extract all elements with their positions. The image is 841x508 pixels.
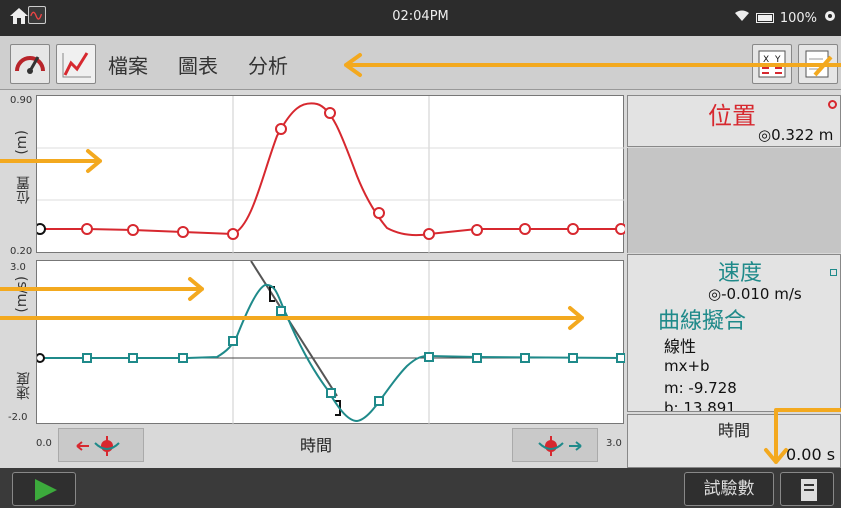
top-ymax: 0.90 — [10, 95, 33, 106]
position-meter-title: 位置 — [708, 102, 756, 130]
linear-fit-line — [250, 260, 338, 397]
bottom-ymin: -2.0 — [8, 412, 28, 423]
graph-icon — [62, 52, 91, 78]
arrow-curve-fit — [0, 306, 584, 330]
velocity-curve — [37, 283, 626, 423]
velocity-marker-icon — [830, 269, 837, 276]
bottom-ymax: 3.0 — [10, 262, 26, 273]
position-markers — [34, 107, 627, 240]
velocity-meter[interactable]: 速度 ◎-0.010 m/s 曲線擬合 線性 mx+b m: -9.728 b:… — [627, 254, 841, 412]
scroll-left-button[interactable] — [58, 428, 144, 462]
menu-file[interactable]: 檔案 — [108, 54, 148, 78]
svg-text:X: X — [763, 55, 769, 65]
x-min: 0.0 — [36, 438, 52, 449]
experiments-button[interactable]: 試驗數 — [684, 472, 774, 506]
play-icon — [35, 479, 57, 501]
meter-button[interactable] — [10, 44, 50, 84]
velocity-plot — [35, 260, 626, 425]
curve-fit-m: m: -9.728 — [664, 379, 737, 397]
clock: 02:04PM — [392, 9, 449, 24]
arrow-toolbar — [344, 53, 841, 77]
velocity-meter-value: ◎-0.010 m/s — [708, 285, 802, 303]
gear-icon[interactable] — [823, 9, 837, 27]
status-bar: 02:04PM 100% — [0, 0, 841, 36]
meter-icon — [15, 56, 45, 74]
arrow-position-graph — [0, 149, 102, 173]
curve-fit-equation: mx+b — [664, 357, 710, 375]
velocity-meter-title: 速度 — [718, 261, 763, 286]
menu-analyze[interactable]: 分析 — [248, 54, 288, 78]
battery-level: 100% — [779, 10, 817, 26]
wave-icon[interactable] — [28, 6, 46, 24]
time-meter-value: 0.00 s — [786, 445, 836, 464]
menu-graph[interactable]: 圖表 — [178, 54, 218, 78]
curve-fit-b-clip: b: 13.891 — [628, 401, 840, 411]
position-plot — [34, 96, 627, 254]
arrow-time-meter — [764, 408, 841, 464]
collect-button[interactable] — [12, 472, 76, 506]
x-axis-label: 時間 — [300, 436, 333, 455]
svg-text:Y: Y — [774, 55, 781, 65]
wifi-icon — [734, 10, 750, 26]
graph-button[interactable] — [56, 44, 96, 84]
status-right: 100% — [734, 9, 837, 27]
time-meter[interactable]: 時間 0.00 s — [627, 414, 841, 468]
curve-fit-title: 曲線擬合 — [658, 309, 747, 334]
curve-fit-b: b: 13.891 — [664, 401, 736, 411]
scroll-right-button[interactable] — [512, 428, 598, 462]
data-set-icon — [801, 479, 817, 501]
scroll-right-icon — [538, 436, 582, 456]
velocity-markers — [35, 306, 626, 406]
x-max: 3.0 — [606, 438, 622, 449]
data-set-button[interactable] — [780, 472, 834, 506]
position-meter[interactable]: 位置 ◎0.322 m — [627, 95, 841, 147]
arrow-velocity-graph — [0, 277, 204, 301]
position-meter-value: ◎0.322 m — [758, 126, 834, 144]
top-ymin: 0.20 — [10, 246, 33, 257]
home-icon[interactable] — [8, 6, 30, 26]
position-marker-icon — [828, 100, 837, 109]
battery-icon — [755, 13, 774, 23]
scroll-left-icon — [76, 436, 120, 456]
time-meter-title: 時間 — [718, 421, 751, 440]
bottom-bar: 試驗數 — [0, 468, 841, 508]
curve-fit-type: 線性 — [664, 337, 697, 356]
meter-spacer — [627, 148, 841, 253]
position-graph[interactable] — [34, 95, 627, 254]
